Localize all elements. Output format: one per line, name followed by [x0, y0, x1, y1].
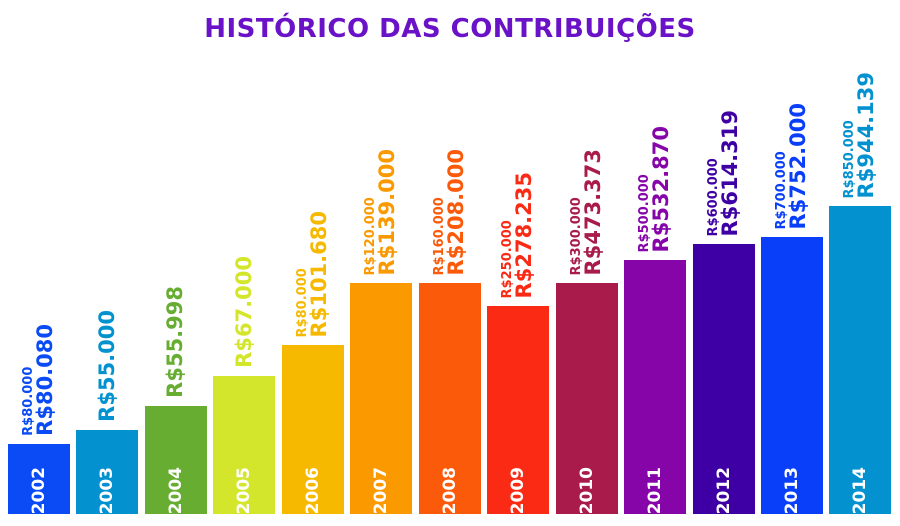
year-label-wrap: 2012 [693, 467, 755, 514]
year-label-wrap: 2005 [213, 467, 275, 514]
year-label: 2010 [576, 466, 597, 514]
bar-2014 [829, 206, 892, 514]
value-labels-2013: R$700.000 R$752.000 [761, 103, 823, 229]
actual-label: R$532.870 [649, 125, 674, 252]
bar-2011 [624, 260, 687, 514]
year-label-wrap: 2014 [829, 467, 891, 514]
year-label-wrap: 2008 [419, 467, 481, 514]
bar-2008 [418, 283, 481, 514]
year-label-wrap: 2003 [76, 467, 138, 514]
bar-2006 [281, 345, 344, 514]
year-label: 2009 [508, 466, 529, 514]
chart-title: HISTÓRICO DAS CONTRIBUIÇÕES [204, 14, 696, 44]
bar-2005 [213, 376, 276, 514]
year-label: 2011 [645, 466, 666, 514]
actual-label: R$55.000 [94, 310, 119, 422]
value-labels-2003: R$55.000 [76, 310, 138, 422]
year-label: 2002 [29, 466, 49, 514]
year-label: 2014 [850, 466, 871, 514]
actual-label: R$278.235 [512, 171, 537, 298]
year-label: 2003 [97, 466, 118, 514]
value-labels-2008: R$160.000 R$208.000 [419, 149, 481, 275]
actual-label: R$473.373 [580, 148, 605, 275]
bar-2010 [555, 283, 618, 514]
bar-2009 [487, 306, 550, 514]
year-label-wrap: 2006 [282, 467, 344, 514]
actual-label: R$139.000 [375, 148, 400, 275]
actual-label: R$67.000 [231, 256, 256, 368]
year-label: 2008 [439, 466, 460, 514]
value-labels-2011: R$500.000 R$532.870 [624, 126, 686, 252]
year-label-wrap: 2010 [556, 467, 618, 514]
value-labels-2007: R$120.000 R$139.000 [350, 149, 412, 275]
year-label-wrap: 2007 [350, 467, 412, 514]
value-labels-2009: R$250.000 R$278.235 [487, 172, 549, 298]
value-labels-2012: R$600.000 R$614.319 [693, 110, 755, 236]
year-label-wrap: 2009 [487, 467, 549, 514]
year-label: 2004 [165, 466, 186, 514]
bar-2013 [760, 237, 823, 514]
year-label-wrap: 2013 [761, 467, 823, 514]
year-label: 2012 [713, 466, 734, 514]
year-label: 2013 [781, 466, 802, 514]
actual-label: R$55.998 [163, 286, 188, 398]
value-labels-2002: R$80.000 R$80.080 [8, 324, 70, 436]
year-label: 2006 [302, 466, 323, 514]
bar-2004 [144, 406, 207, 514]
actual-label: R$208.000 [443, 148, 468, 275]
actual-label: R$614.319 [717, 109, 742, 236]
value-labels-2005: R$67.000 [213, 256, 275, 368]
value-labels-2004: R$55.998 [145, 286, 207, 398]
actual-label: R$944.139 [854, 71, 879, 198]
actual-label: R$80.080 [33, 324, 57, 436]
year-label: 2005 [234, 466, 255, 514]
bar-2002 [8, 444, 70, 514]
bar-2003 [76, 430, 139, 514]
value-labels-2006: R$80.000 R$101.680 [282, 211, 344, 337]
year-label-wrap: 2004 [145, 467, 207, 514]
actual-label: R$101.680 [306, 210, 331, 337]
bar-2007 [350, 283, 413, 514]
actual-label: R$752.000 [785, 102, 810, 229]
bar-2012 [692, 244, 755, 514]
value-labels-2010: R$300.000 R$473.373 [556, 149, 618, 275]
year-label-wrap: 2011 [624, 467, 686, 514]
year-label: 2007 [371, 466, 392, 514]
value-labels-2014: R$850.000 R$944.139 [829, 72, 891, 198]
year-label-wrap: 2002 [8, 467, 70, 514]
